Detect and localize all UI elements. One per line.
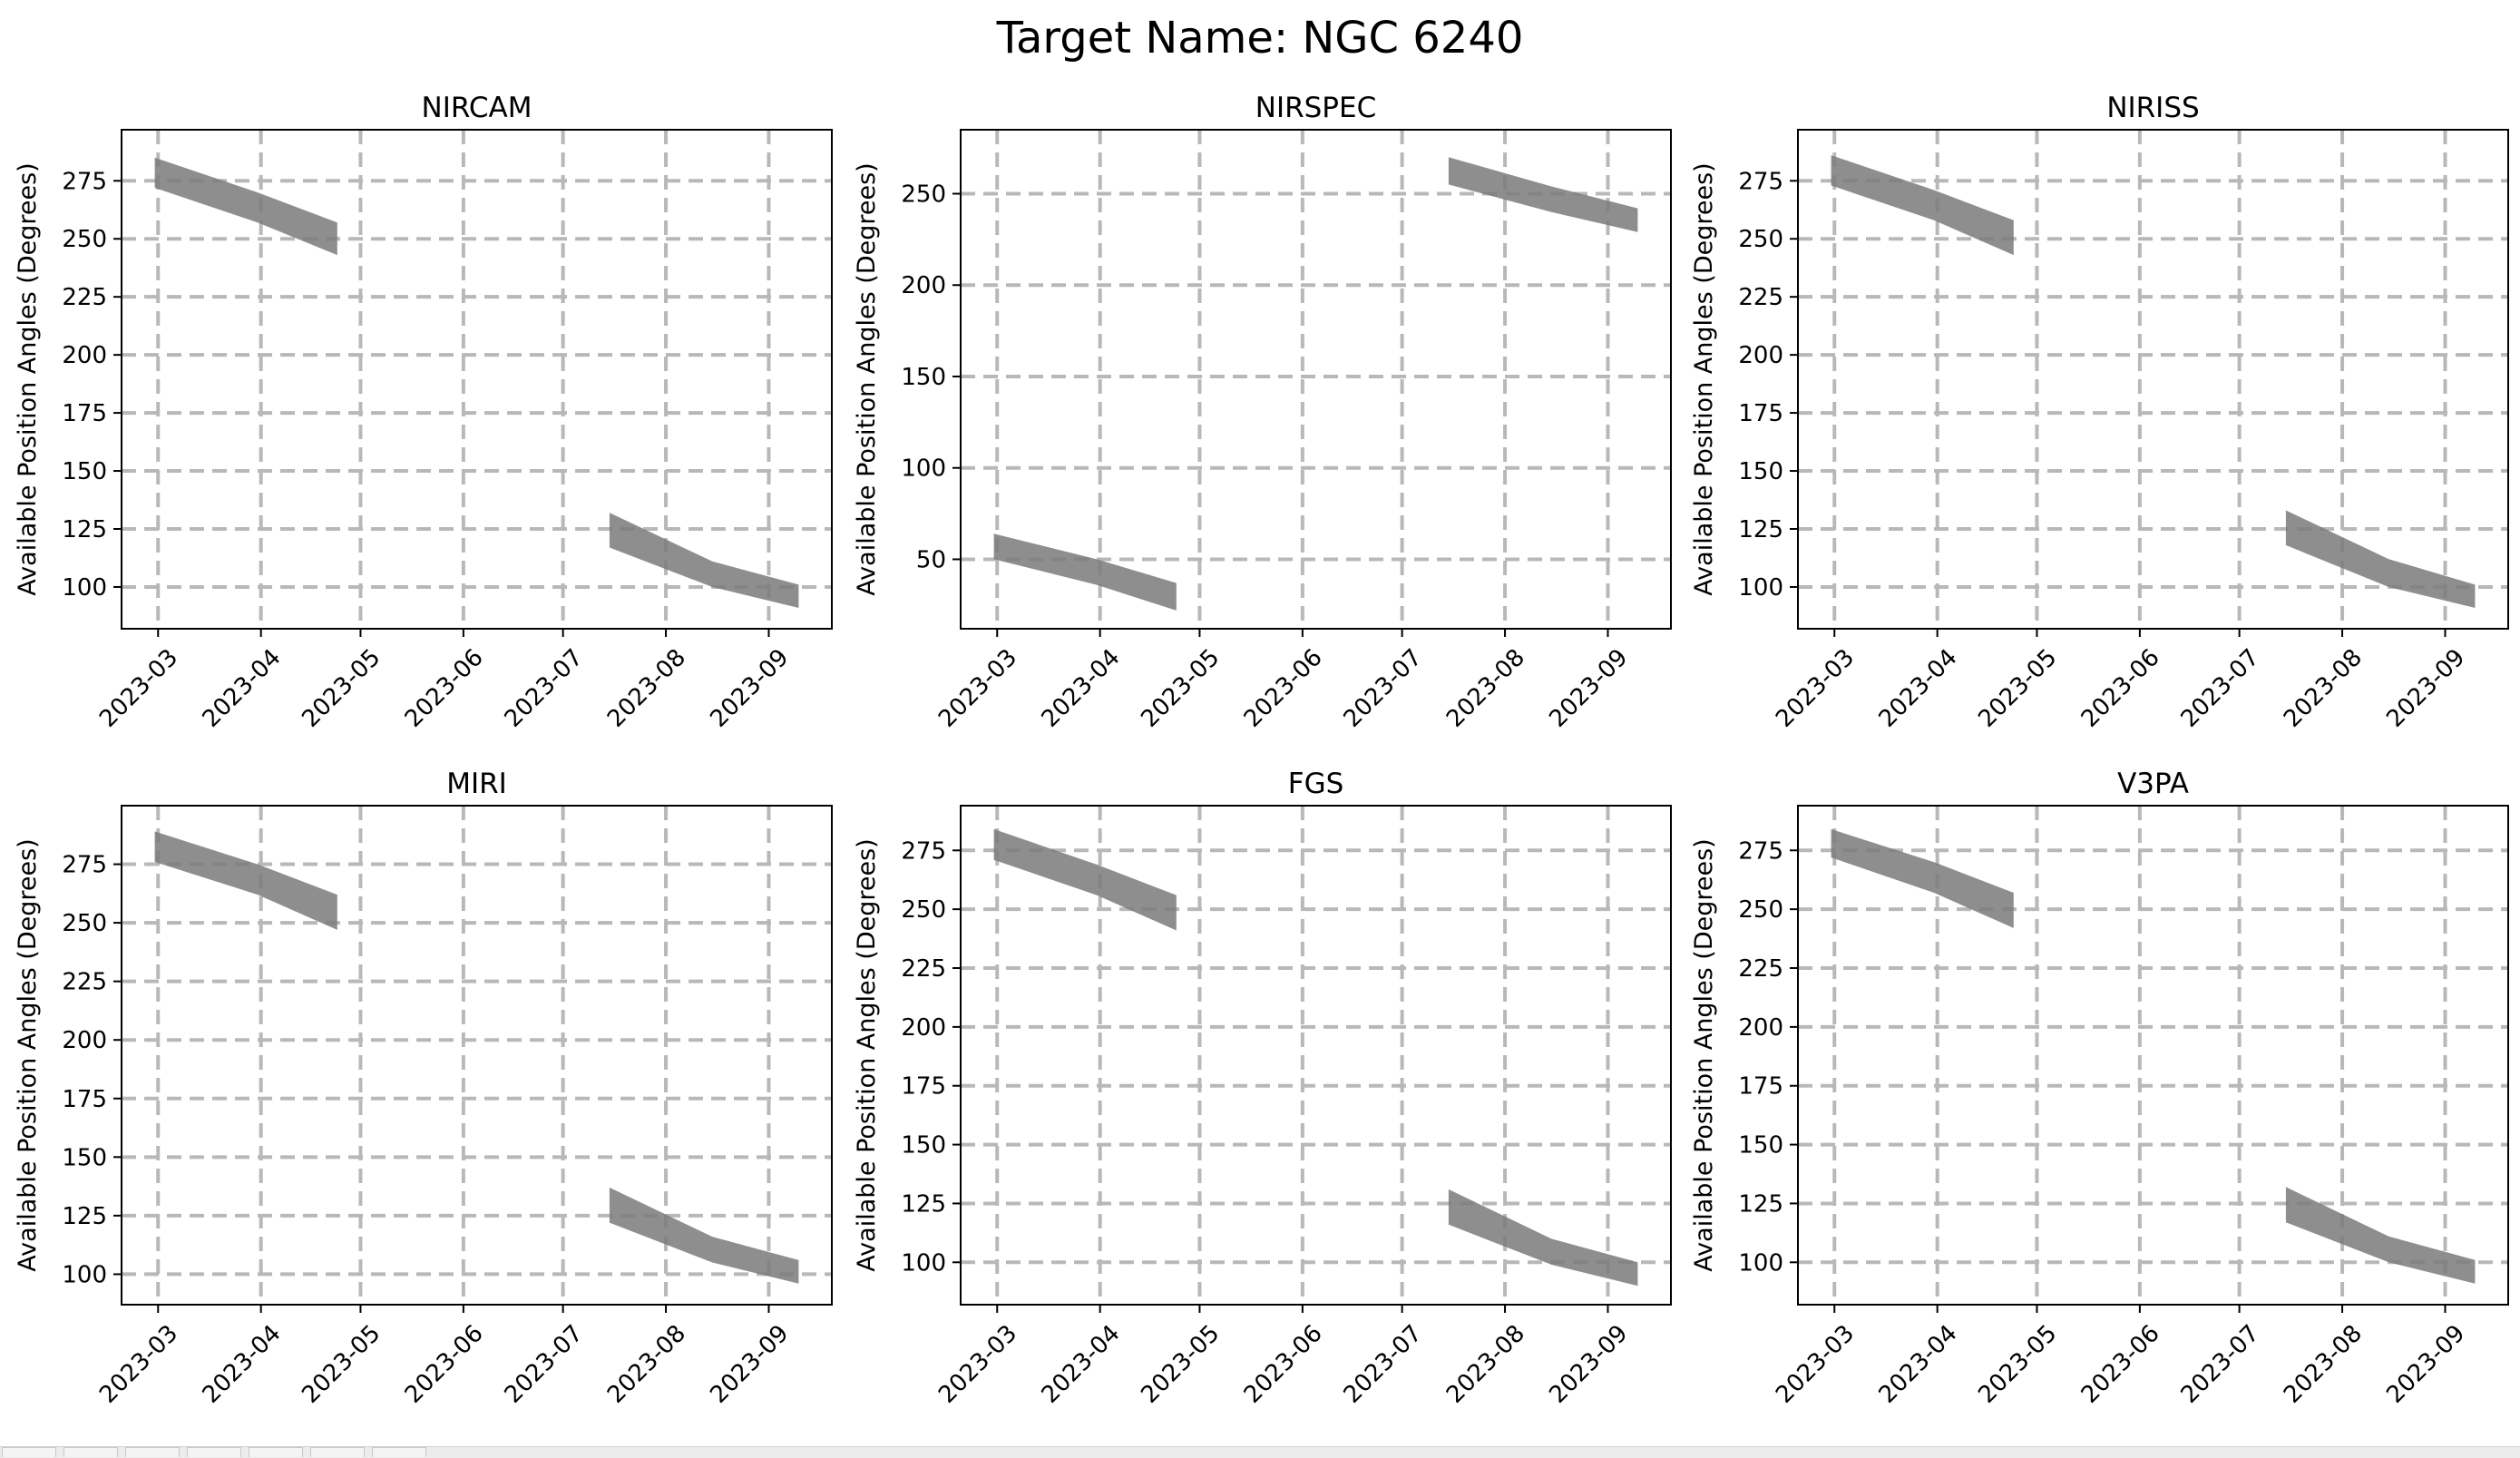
pan-icon[interactable] xyxy=(187,1447,241,1457)
axes-frame xyxy=(121,805,833,1306)
band-1 xyxy=(154,157,337,256)
y-axis-label: Available Position Angles (Degrees) xyxy=(1690,838,1718,1271)
y-tick-label: 225 xyxy=(1738,284,1783,311)
y-tick-label: 100 xyxy=(62,1261,107,1288)
y-tick-label: 175 xyxy=(62,1086,107,1113)
axes-frame xyxy=(121,129,833,630)
y-tick-label: 250 xyxy=(62,226,107,253)
axes-frame xyxy=(1797,805,2509,1306)
y-tick-label: 225 xyxy=(62,284,107,311)
y-tick-label: 150 xyxy=(62,1144,107,1171)
y-tick-label: 200 xyxy=(62,342,107,369)
band-2 xyxy=(2285,510,2476,608)
y-tick-label: 100 xyxy=(1738,1249,1783,1277)
y-tick-label: 250 xyxy=(1738,226,1783,253)
y-axis-label: Available Position Angles (Degrees) xyxy=(1690,162,1718,595)
y-axis-label: Available Position Angles (Degrees) xyxy=(14,162,42,595)
y-tick-label: 150 xyxy=(901,364,946,391)
figure-title: Target Name: NGC 6240 xyxy=(996,13,1524,64)
y-tick-label: 225 xyxy=(1738,955,1783,983)
forward-icon[interactable] xyxy=(125,1447,180,1457)
y-axis-label: Available Position Angles (Degrees) xyxy=(853,838,881,1271)
band-1 xyxy=(993,828,1177,931)
band-2 xyxy=(2285,1187,2476,1284)
axes-frame xyxy=(960,129,1672,630)
y-tick-label: 125 xyxy=(62,516,107,543)
y-tick-label: 125 xyxy=(62,1203,107,1230)
y-axis-label: Available Position Angles (Degrees) xyxy=(853,162,881,595)
zoom-icon[interactable] xyxy=(249,1447,303,1457)
y-tick-label: 250 xyxy=(62,910,107,937)
y-tick-label: 200 xyxy=(62,1027,107,1054)
y-tick-label: 200 xyxy=(1738,1014,1783,1042)
y-tick-label: 200 xyxy=(901,1014,946,1042)
y-tick-label: 275 xyxy=(1738,168,1783,195)
y-tick-label: 275 xyxy=(1738,837,1783,865)
subplot-title: V3PA xyxy=(2117,768,2189,800)
band-2 xyxy=(1448,1189,1638,1287)
subplot-title: MIRI xyxy=(446,768,507,800)
y-tick-label: 250 xyxy=(901,896,946,924)
band-2 xyxy=(609,1187,799,1284)
y-tick-label: 100 xyxy=(62,574,107,602)
y-tick-label: 175 xyxy=(901,1073,946,1101)
y-tick-label: 125 xyxy=(901,1190,946,1218)
y-tick-label: 125 xyxy=(1738,516,1783,543)
y-tick-label: 150 xyxy=(1738,1132,1783,1160)
y-tick-label: 275 xyxy=(62,168,107,195)
y-tick-label: 225 xyxy=(62,969,107,996)
y-tick-label: 225 xyxy=(901,955,946,983)
y-tick-label: 200 xyxy=(1738,342,1783,369)
y-axis-label: Available Position Angles (Degrees) xyxy=(14,838,42,1271)
y-tick-label: 150 xyxy=(1738,458,1783,485)
y-tick-label: 125 xyxy=(1738,1190,1783,1218)
home-icon[interactable] xyxy=(2,1447,56,1457)
y-tick-label: 150 xyxy=(901,1132,946,1160)
subplot-title: FGS xyxy=(1288,768,1344,800)
y-tick-label: 250 xyxy=(1738,896,1783,924)
y-tick-label: 275 xyxy=(62,852,107,879)
band-1 xyxy=(993,533,1177,611)
y-tick-label: 175 xyxy=(1738,400,1783,427)
y-tick-label: 100 xyxy=(901,455,946,483)
band-1 xyxy=(154,831,337,930)
back-icon[interactable] xyxy=(63,1447,118,1457)
band-1 xyxy=(1831,828,2014,928)
axes-frame xyxy=(960,805,1672,1306)
band-1 xyxy=(1831,155,2014,256)
y-tick-label: 250 xyxy=(901,181,946,209)
y-tick-label: 200 xyxy=(901,272,946,299)
y-tick-label: 175 xyxy=(1738,1073,1783,1101)
y-tick-label: 150 xyxy=(62,458,107,485)
subplot-title: NIRISS xyxy=(2106,92,2199,124)
y-tick-label: 100 xyxy=(901,1249,946,1277)
band-2 xyxy=(1448,157,1638,232)
toolbar xyxy=(0,1446,2520,1458)
y-tick-label: 175 xyxy=(62,400,107,427)
y-tick-label: 100 xyxy=(1738,574,1783,602)
y-tick-label: 50 xyxy=(916,546,946,573)
subplot-title: NIRSPEC xyxy=(1255,92,1376,124)
configure-icon[interactable] xyxy=(310,1447,365,1457)
save-icon[interactable] xyxy=(372,1447,426,1457)
axes-frame xyxy=(1797,129,2509,630)
subplot-title: NIRCAM xyxy=(422,92,532,124)
band-2 xyxy=(609,513,799,608)
y-tick-label: 275 xyxy=(901,837,946,865)
